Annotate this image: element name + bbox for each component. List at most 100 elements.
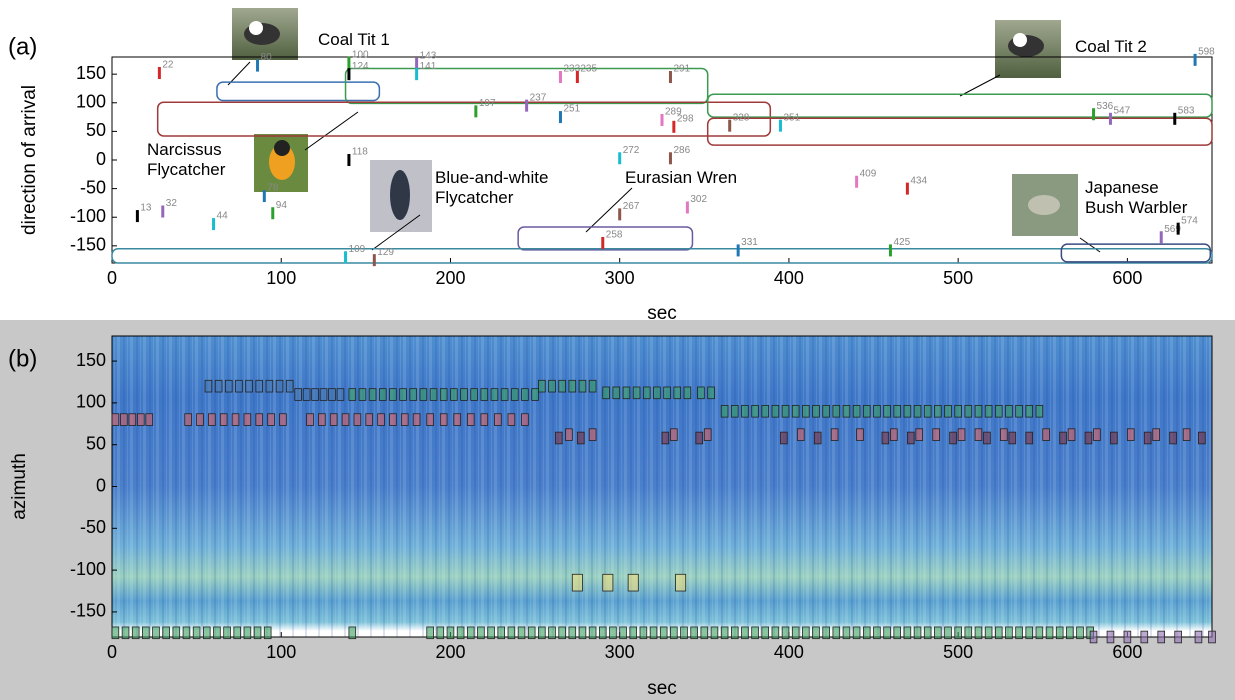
detection-box xyxy=(762,627,769,639)
chart: (a)secdirection of arrival01002003004005… xyxy=(0,0,1235,700)
detection-box xyxy=(792,627,799,639)
detection-box xyxy=(461,389,468,401)
detection-box xyxy=(823,405,830,417)
x-tick-label: 400 xyxy=(774,642,804,662)
point xyxy=(158,67,161,79)
x-tick-label: 600 xyxy=(1112,268,1142,288)
detection-box xyxy=(802,627,809,639)
point xyxy=(669,71,672,83)
detection-box xyxy=(566,429,573,441)
annotation: Coal Tit 1 xyxy=(318,30,390,50)
detection-box xyxy=(1016,405,1023,417)
detection-box xyxy=(613,387,620,399)
detection-box xyxy=(995,405,1002,417)
detection-box xyxy=(698,387,705,399)
panel-label: (a) xyxy=(8,33,37,60)
detection-box xyxy=(603,387,610,399)
detection-box xyxy=(843,405,850,417)
point-label: 100 xyxy=(352,49,369,60)
detection-box xyxy=(549,380,556,392)
point xyxy=(686,201,689,213)
detection-box xyxy=(792,405,799,417)
x-tick-label: 0 xyxy=(107,268,117,288)
detection-box xyxy=(691,627,698,639)
detection-box xyxy=(214,627,221,639)
point xyxy=(1092,108,1095,120)
y-tick-label: 0 xyxy=(96,149,106,169)
x-tick-label: 100 xyxy=(266,268,296,288)
detection-box xyxy=(538,627,545,639)
point xyxy=(1109,113,1112,125)
detection-box xyxy=(256,380,263,392)
detection-box xyxy=(307,414,314,426)
detection-box xyxy=(559,380,566,392)
detection-box xyxy=(772,627,779,639)
detection-box xyxy=(440,414,447,426)
detection-box xyxy=(390,414,397,426)
detection-box xyxy=(660,627,667,639)
detection-box xyxy=(112,414,119,426)
y-tick-label: -50 xyxy=(80,517,106,537)
detection-box xyxy=(628,574,638,591)
detection-box xyxy=(843,627,850,639)
detection-box xyxy=(295,389,302,401)
detection-box xyxy=(337,389,344,401)
detection-box xyxy=(203,627,210,639)
point xyxy=(576,71,579,83)
annotation: Narcissus Flycatcher xyxy=(147,140,252,180)
point xyxy=(347,57,350,69)
detection-box xyxy=(215,380,222,392)
region xyxy=(112,249,1212,263)
detection-box xyxy=(471,389,478,401)
point xyxy=(889,244,892,256)
detection-box xyxy=(1153,429,1160,441)
detection-box xyxy=(220,414,227,426)
detection-box xyxy=(890,429,897,441)
point xyxy=(855,176,858,188)
point-label: 331 xyxy=(741,237,758,248)
point-label: 286 xyxy=(673,145,690,156)
point xyxy=(136,210,139,222)
detection-box xyxy=(975,627,982,639)
detection-box xyxy=(853,405,860,417)
point-label: 32 xyxy=(166,198,178,209)
point-label: 237 xyxy=(530,92,547,103)
point xyxy=(1160,231,1163,243)
detection-box xyxy=(234,627,241,639)
detection-box xyxy=(183,627,190,639)
detection-box xyxy=(742,627,749,639)
detection-box xyxy=(232,414,239,426)
detection-box xyxy=(1170,432,1177,444)
detection-box xyxy=(1110,432,1117,444)
detection-box xyxy=(975,405,982,417)
detection-box xyxy=(1016,627,1023,639)
detection-box xyxy=(236,380,243,392)
detection-box xyxy=(224,627,231,639)
x-tick-label: 600 xyxy=(1112,642,1142,662)
detection-box xyxy=(318,414,325,426)
detection-box xyxy=(945,405,952,417)
detection-box xyxy=(349,389,356,401)
detection-box xyxy=(303,389,310,401)
detection-box xyxy=(833,627,840,639)
detection-box xyxy=(934,627,941,639)
point xyxy=(347,154,350,166)
detection-box xyxy=(254,627,261,639)
detection-box xyxy=(874,405,881,417)
y-tick-label: 150 xyxy=(76,63,106,83)
detection-box xyxy=(205,380,212,392)
detection-box xyxy=(1006,627,1013,639)
detection-box xyxy=(782,627,789,639)
detection-box xyxy=(330,414,337,426)
detection-box xyxy=(857,429,864,441)
detection-box xyxy=(762,405,769,417)
point-label: 267 xyxy=(623,201,640,212)
detection-box xyxy=(721,405,728,417)
detection-box xyxy=(924,627,931,639)
detection-box xyxy=(142,627,149,639)
point-label: 298 xyxy=(677,113,694,124)
point xyxy=(669,152,672,164)
detection-box xyxy=(390,389,397,401)
x-tick-label: 100 xyxy=(266,642,296,662)
detection-box xyxy=(532,389,539,401)
